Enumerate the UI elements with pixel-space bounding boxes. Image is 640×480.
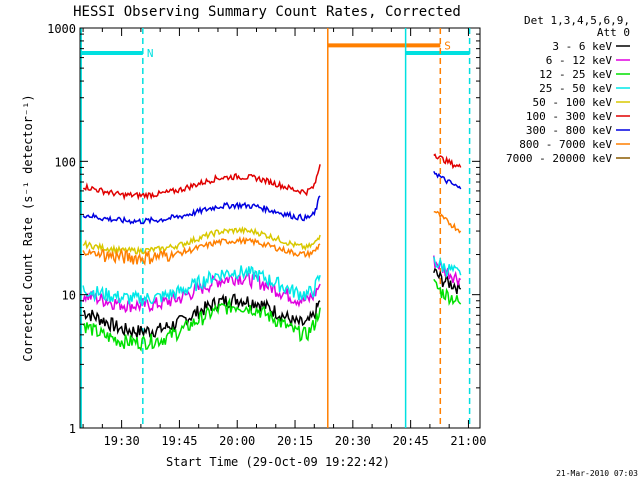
series-layer bbox=[82, 153, 462, 352]
annotations-layer: NS bbox=[80, 28, 471, 428]
x-axis-label: Start Time (29-Oct-09 19:22:42) bbox=[166, 455, 390, 469]
x-tick-label: 19:45 bbox=[161, 434, 197, 448]
observing-bar-label: N bbox=[147, 47, 154, 60]
x-tick-label: 20:00 bbox=[219, 434, 255, 448]
y-tick-label: 100 bbox=[54, 155, 76, 169]
legend-entry-label: 3 - 6 keV bbox=[552, 40, 612, 53]
series-line-7-0 bbox=[82, 235, 321, 266]
series-line-2-1 bbox=[433, 278, 462, 306]
x-tick-label: 19:30 bbox=[104, 434, 140, 448]
series-line-2-0 bbox=[82, 297, 321, 352]
y-tick-label: 10 bbox=[62, 289, 76, 303]
x-tick-label: 20:30 bbox=[335, 434, 371, 448]
series-line-6-0 bbox=[82, 195, 321, 225]
axes-layer: 1 10 100 1000 19:30 19:45 20:00 20:15 20:30 20:45… bbox=[47, 22, 486, 448]
series-line-1-0 bbox=[82, 270, 321, 314]
series-line-0-1 bbox=[433, 267, 462, 295]
legend-entry-label: 6 - 12 keV bbox=[546, 54, 613, 67]
plot-frame bbox=[79, 27, 481, 429]
x-tick-label: 20:15 bbox=[277, 434, 313, 448]
y-tick-label: 1 bbox=[69, 422, 76, 436]
legend-entry-label: 12 - 25 keV bbox=[539, 68, 612, 81]
series-line-5-0 bbox=[83, 164, 321, 201]
series-line-7-1 bbox=[433, 210, 462, 234]
series-line-0-0 bbox=[82, 293, 321, 339]
legend-header-line: Det 1,3,4,5,6,9, bbox=[524, 14, 630, 27]
legend-entry-label: 50 - 100 keV bbox=[533, 96, 613, 109]
footer-timestamp: 21-Mar-2010 07:03 bbox=[556, 469, 638, 478]
legend-entry-label: 800 - 7000 keV bbox=[519, 138, 612, 151]
y-axis-label: Corrected Count Rate (s⁻¹ detector⁻¹) bbox=[21, 94, 35, 361]
series-line-4-0 bbox=[82, 225, 321, 255]
series-line-3-0 bbox=[82, 265, 321, 307]
chart-title: HESSI Observing Summary Count Rates, Cor… bbox=[73, 4, 461, 20]
y-tick-label: 1000 bbox=[47, 22, 76, 36]
legend-header-line: Att 0 bbox=[597, 26, 630, 39]
series-line-3-1 bbox=[433, 256, 462, 279]
series-line-5-1 bbox=[433, 153, 462, 170]
observing-bar-label: S bbox=[444, 39, 451, 52]
legend-entry-label: 25 - 50 keV bbox=[539, 82, 612, 95]
x-tick-label: 20:45 bbox=[393, 434, 429, 448]
series-line-6-1 bbox=[433, 170, 462, 190]
legend-entry-label: 100 - 300 keV bbox=[526, 110, 612, 123]
legend-entry-label: 7000 - 20000 keV bbox=[506, 152, 612, 165]
x-tick-label: 21:00 bbox=[450, 434, 486, 448]
series-line-1-1 bbox=[433, 255, 462, 286]
legend-entry-label: 300 - 800 keV bbox=[526, 124, 612, 137]
